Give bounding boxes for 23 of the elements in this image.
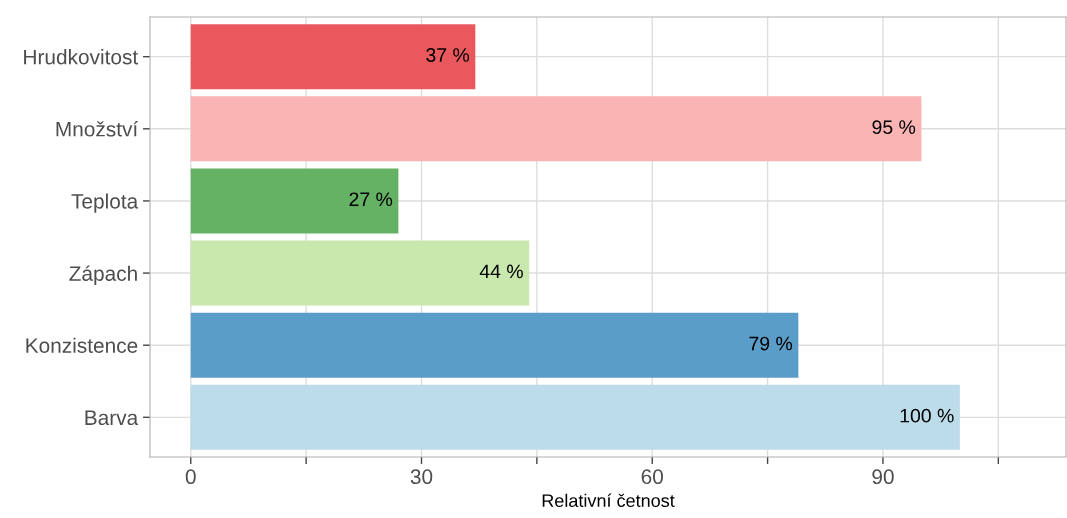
data-label: 37 % — [426, 48, 470, 62]
y-tick-label: Barva — [85, 410, 139, 426]
bar — [190, 24, 476, 90]
y-tick-label: Hrudkovitost — [24, 49, 139, 65]
data-label: 100 % — [900, 408, 954, 423]
data-label: 44 % — [479, 264, 523, 279]
bar — [190, 96, 922, 162]
y-tick-label: Teplota — [71, 193, 139, 213]
x-tick-label: 60 — [641, 469, 663, 485]
x-tick-label: 90 — [872, 469, 894, 485]
x-tick-label: 30 — [410, 469, 433, 485]
y-tick-label: Konzistence — [26, 337, 138, 353]
data-label: 95 % — [872, 120, 916, 135]
data-label: 79 % — [749, 336, 793, 351]
y-tick-label: Množství — [56, 121, 139, 137]
x-tick-label: 0 — [185, 469, 196, 485]
bar — [190, 384, 960, 450]
y-tick-label: Zápach — [69, 265, 137, 286]
bar — [190, 168, 399, 234]
x-axis-title: Relativní četnost — [542, 493, 675, 508]
data-label: 27 % — [349, 192, 393, 207]
bar — [190, 240, 530, 306]
bar — [190, 312, 799, 378]
